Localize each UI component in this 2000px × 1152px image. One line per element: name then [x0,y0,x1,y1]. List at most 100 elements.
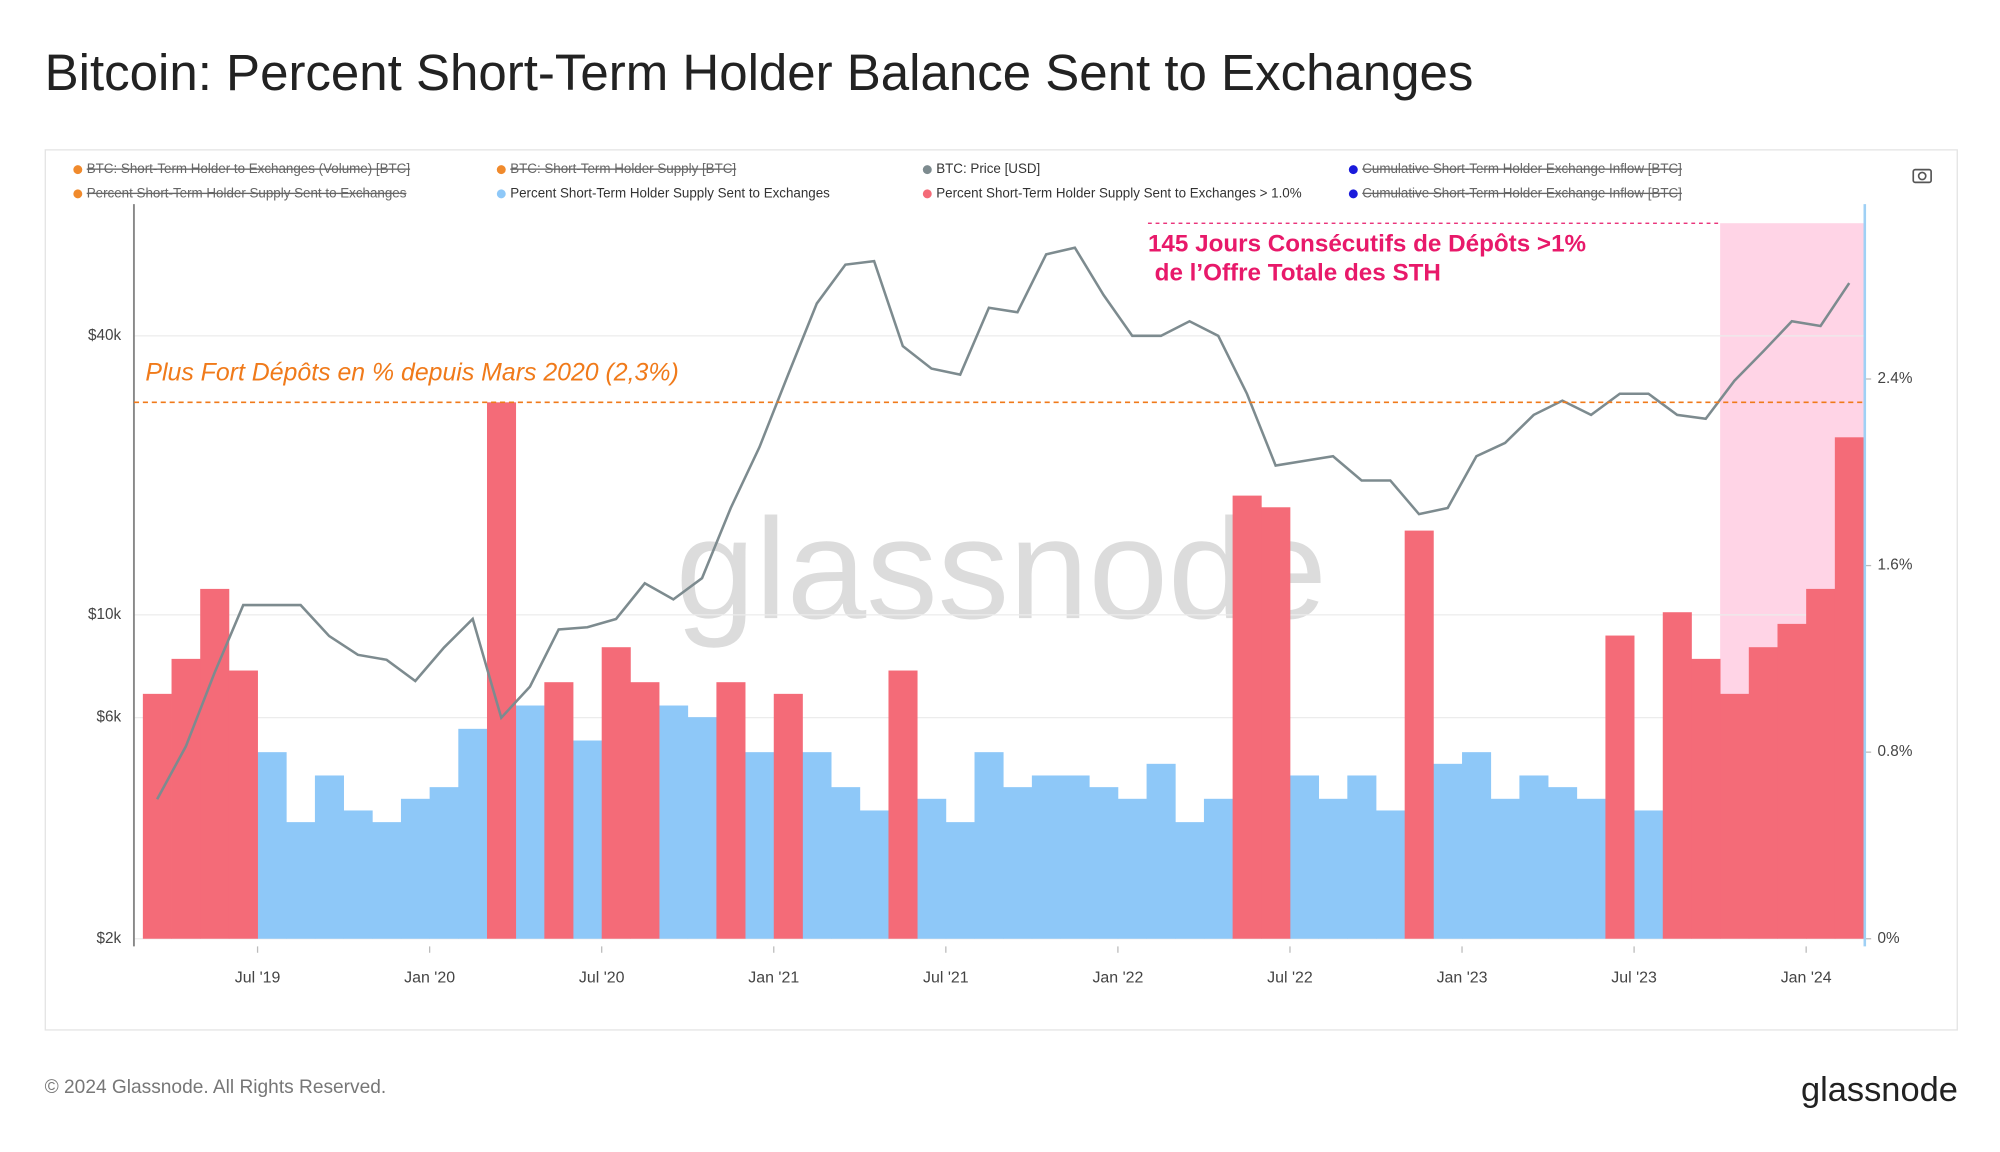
legend-marker [1348,189,1358,199]
bar [1117,798,1147,939]
bar [1548,787,1578,939]
y2-tick-label: 1.6% [1878,557,1913,574]
y-tick-label: $2k [97,930,122,947]
bar [917,798,947,939]
bar [1806,588,1836,939]
bar [486,402,517,939]
bar [228,670,258,939]
x-tick-label: Jul '20 [579,969,625,986]
bar [1662,612,1692,939]
bar [142,693,172,939]
bar [1175,822,1205,939]
legend-item[interactable]: Percent Short-Term Holder Supply Sent to… [496,185,830,200]
legend-label: Cumulative Short-Term Holder Exchange In… [1362,185,1682,200]
legend-marker [73,189,83,199]
x-tick-label: Jan '22 [1092,969,1143,986]
bar [802,752,832,939]
footer: © 2024 Glassnode. All Rights Reserved. [45,1077,387,1098]
legend-label: Cumulative Short-Term Holder Exchange In… [1362,161,1682,176]
x-tick-label: Jan '21 [748,969,799,986]
bar [1576,798,1606,939]
bar [859,810,889,939]
legend-marker [73,165,83,175]
bar [1203,798,1233,939]
bar [200,588,230,939]
bar [1720,693,1750,939]
bar [343,810,373,939]
chart-frame [44,149,1958,1031]
x-tick-label: Jul '21 [923,969,969,986]
chart-title: Bitcoin: Percent Short-Term Holder Balan… [45,44,1474,101]
legend-item[interactable]: BTC: Short-Term Holder Supply [BTC] [496,161,736,176]
y2-tick-label: 0.8% [1878,743,1913,760]
bar [1605,635,1635,939]
legend-item[interactable]: BTC: Price [USD] [922,161,1040,176]
bar [1146,763,1176,939]
legend-label: Percent Short-Term Holder Supply Sent to… [510,185,830,200]
bar [1289,775,1320,939]
bar [1347,775,1377,939]
legend-label: BTC: Short-Term Holder to Exchanges (Vol… [87,161,410,176]
bar [974,752,1004,939]
legend-label: Percent Short-Term Holder Supply Sent to… [87,185,407,200]
watermark: glassnode [676,490,1327,649]
legend-item[interactable]: Percent Short-Term Holder Supply Sent to… [73,185,407,200]
bar [1433,763,1463,939]
bar [1462,752,1492,939]
bar [1748,647,1778,939]
legend-marker [496,189,506,199]
bar [630,682,660,939]
camera-icon[interactable] [1912,168,1932,184]
bar [888,670,918,939]
legend-item[interactable]: BTC: Short-Term Holder to Exchanges (Vol… [73,161,410,176]
x-tick-label: Jan '23 [1437,969,1488,986]
y2-tick-label: 2.4% [1878,370,1913,387]
bar [314,775,344,939]
bar [286,822,316,939]
bar [515,705,545,939]
bar [1031,775,1061,939]
y-tick-label: $10k [88,606,122,623]
legend-label: BTC: Short-Term Holder Supply [BTC] [510,161,736,176]
bar [1691,658,1721,939]
legend-label: BTC: Price [USD] [936,161,1040,176]
legend-marker [922,189,932,199]
y-tick-label: $6k [97,709,122,726]
bar [1404,530,1434,939]
bar [1060,775,1090,939]
bar [601,647,631,939]
bar [400,798,431,939]
bar [745,752,775,939]
bar [1634,810,1664,939]
legend-label: Percent Short-Term Holder Supply Sent to… [936,185,1302,200]
legend-item[interactable]: Cumulative Short-Term Holder Exchange In… [1348,161,1682,176]
bar [716,682,746,939]
x-tick-label: Jul '19 [235,969,281,986]
annotation: Plus Fort Dépôts en % depuis Mars 2020 (… [145,358,678,386]
legend-item[interactable]: Percent Short-Term Holder Supply Sent to… [922,185,1302,200]
bar [1232,495,1262,939]
annotation: de l’Offre Totale des STH [1148,260,1441,287]
legend-marker [496,165,506,175]
bar [1003,787,1033,939]
bar [659,705,689,939]
y2-tick-label: 0% [1878,930,1901,947]
bar [573,740,603,939]
bar [1261,507,1291,939]
x-tick-label: Jul '22 [1267,969,1313,986]
bar [458,728,488,939]
y-tick-label: $40k [88,327,122,344]
legend-marker [922,165,932,175]
logo: glassnode [1801,1071,1958,1109]
bar [773,693,803,939]
bar [257,752,287,939]
bar [544,682,574,939]
bar [372,822,402,939]
bar [687,717,717,939]
x-tick-label: Jan '20 [404,969,455,986]
legend-item[interactable]: Cumulative Short-Term Holder Exchange In… [1348,185,1682,200]
bar [1089,787,1119,939]
bar [1490,798,1520,939]
